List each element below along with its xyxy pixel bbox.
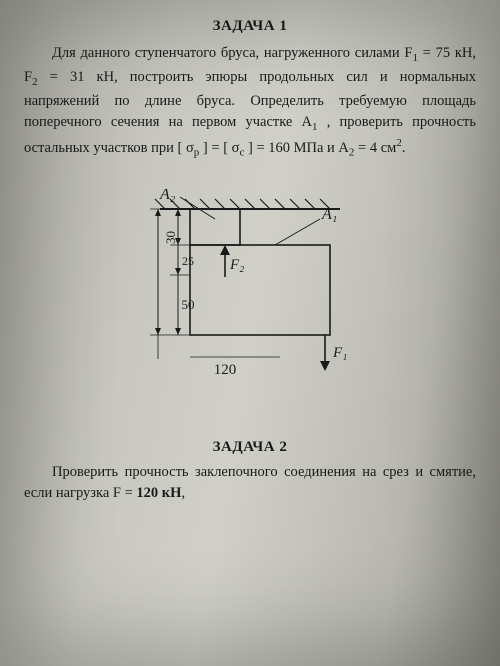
t1-end: ] = 160 МПа и А: [244, 139, 349, 155]
t1-br1: ]: [199, 139, 207, 155]
t1-dot: .: [402, 139, 406, 155]
task1-text: Для данного ступенчатого бруса, нагружен…: [24, 43, 476, 161]
label-F1: F₁: [332, 345, 347, 361]
task1-title: ЗАДАЧА 1: [24, 18, 476, 35]
beam-diagram: A₂ A₁ F₂ F₁ 30 25 50: [130, 189, 370, 409]
t2-pre: Проверить прочность заклепочного соедине…: [24, 464, 476, 501]
t2-Fval: 120 кН: [136, 485, 181, 501]
dim-30: 30: [163, 231, 178, 244]
dim-50: 50: [182, 297, 195, 312]
diagram-container: A₂ A₁ F₂ F₁ 30 25 50: [24, 189, 476, 409]
t2-comma: ,: [181, 485, 185, 501]
t1-smid: = [ σ: [208, 139, 240, 155]
task2-text: Проверить прочность заклепочного соедине…: [24, 462, 476, 504]
dim-120: 120: [214, 362, 237, 378]
task2-title: ЗАДАЧА 2: [24, 439, 476, 456]
t1-F1-eq: = 75 кН,: [418, 45, 476, 61]
t1-A1-sub: 1: [312, 121, 318, 133]
t1-A1: А: [302, 114, 312, 130]
t1-A2v: = 4 см: [354, 139, 396, 155]
label-A1: A₁: [321, 206, 337, 223]
label-F2: F₂: [229, 257, 244, 273]
t1-F2: F: [24, 69, 32, 85]
label-A2: A₂: [159, 189, 176, 203]
dim-25: 25: [182, 254, 194, 268]
t1-pre: Для данного ступенчатого бруса, нагружен…: [52, 45, 404, 61]
